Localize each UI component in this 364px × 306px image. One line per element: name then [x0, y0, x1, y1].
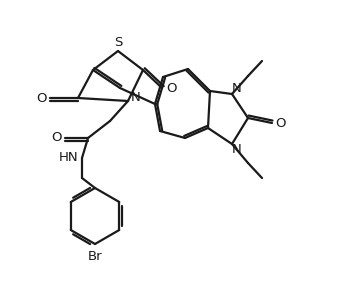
Text: N: N — [232, 143, 242, 155]
Text: N: N — [131, 91, 141, 103]
Text: N: N — [232, 81, 242, 95]
Text: O: O — [166, 81, 176, 95]
Text: S: S — [114, 35, 122, 48]
Text: O: O — [36, 91, 46, 105]
Text: O: O — [51, 130, 61, 144]
Text: HN: HN — [59, 151, 79, 163]
Text: O: O — [276, 117, 286, 129]
Text: Br: Br — [88, 249, 102, 263]
